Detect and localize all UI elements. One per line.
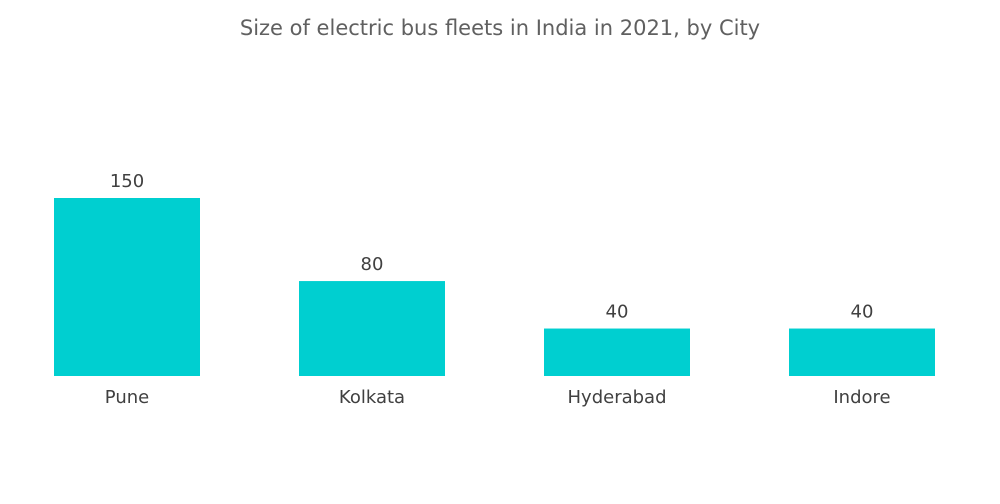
bars-group [54, 198, 935, 376]
value-label-indore: 40 [851, 302, 874, 323]
x-tick-label-pune: Pune [105, 387, 149, 408]
bar-kolkata [299, 281, 445, 376]
x-tick-label-indore: Indore [833, 387, 890, 408]
bar-pune [54, 198, 200, 376]
value-label-kolkata: 80 [361, 254, 384, 275]
x-tick-label-hyderabad: Hyderabad [568, 387, 667, 408]
value-labels-group: 150 80 40 40 [110, 171, 874, 323]
value-label-hyderabad: 40 [606, 302, 629, 323]
x-tick-label-kolkata: Kolkata [339, 387, 405, 408]
x-tick-labels-group: Pune Kolkata Hyderabad Indore [105, 387, 891, 408]
bar-indore [789, 328, 935, 376]
value-label-pune: 150 [110, 171, 144, 192]
chart-title: Size of electric bus fleets in India in … [239, 16, 761, 40]
bar-hyderabad [544, 328, 690, 376]
